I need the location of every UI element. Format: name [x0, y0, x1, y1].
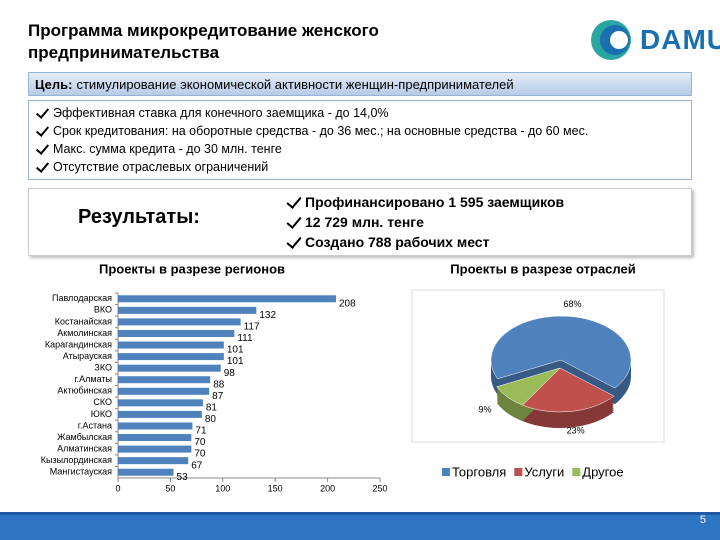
condition-text: Отсутствие отраслевых ограничений	[53, 160, 269, 174]
value-label: 71	[195, 426, 207, 437]
y-tick-label: ЗКО	[94, 363, 112, 373]
legend-label: Другое	[582, 464, 623, 479]
value-label: 67	[191, 460, 203, 471]
bar	[118, 306, 257, 314]
x-tick-label: 0	[115, 483, 120, 493]
goal-label: Цель:	[35, 77, 73, 92]
value-label: 23%	[567, 426, 585, 436]
results-list: Профинансировано 1 595 заемщиков 12 729 …	[286, 192, 565, 252]
bar	[118, 422, 193, 430]
value-label: 53	[177, 472, 189, 483]
result: Создано 788 рабочих мест	[286, 232, 564, 252]
result-text: Создано 788 рабочих мест	[305, 234, 490, 250]
chart-title: Проекты в разрезе отраслей	[450, 261, 635, 276]
y-tick-label: Жамбылская	[57, 432, 112, 442]
y-tick-label: Кызылординская	[41, 455, 112, 465]
bar	[118, 387, 210, 395]
legend-label: Торговля	[452, 464, 506, 479]
value-label: 117	[244, 322, 260, 333]
result: 12 729 млн. тенге	[286, 212, 564, 232]
bar	[118, 410, 202, 418]
pie-slice	[522, 367, 615, 413]
value-label: 101	[227, 345, 244, 356]
condition-text: Макс. сумма кредита - до 30 млн. тенге	[53, 142, 282, 156]
pie-slice	[490, 315, 632, 389]
logo-icon	[591, 20, 631, 60]
legend-swatch	[514, 468, 523, 476]
bar	[118, 445, 192, 453]
results-title: Результаты:	[78, 206, 200, 228]
value-label: 87	[212, 391, 224, 402]
y-tick-label: СКО	[93, 397, 112, 407]
goal-text: стимулирование экономической активности …	[76, 77, 514, 92]
legend-label: Услуги	[524, 464, 564, 479]
page-number: 5	[699, 514, 706, 526]
logo-text: DAMU	[640, 24, 720, 55]
chart-title: Проекты в разрезе регионов	[99, 261, 285, 276]
y-tick-label: г.Алматы	[74, 374, 112, 384]
condition: Эффективная ставка для конечного заемщик…	[35, 104, 683, 122]
results-box	[28, 188, 692, 256]
bar	[118, 468, 174, 476]
y-tick-label: Актюбинская	[57, 386, 112, 396]
result-text: Профинансировано 1 595 заемщиков	[305, 194, 565, 210]
y-tick-label: Алматинская	[57, 443, 112, 453]
charts: Проекты в разрезе регионов 0 50 100 150 200 25…	[41, 261, 665, 493]
value-label: 70	[194, 437, 206, 448]
value-label: 98	[224, 368, 236, 379]
bar	[118, 399, 203, 407]
bar	[118, 457, 189, 465]
x-tick-label: 200	[320, 483, 335, 493]
plot-frame	[411, 289, 665, 443]
value-label: 81	[206, 402, 218, 413]
bar	[118, 376, 211, 384]
value-label: 70	[194, 449, 206, 460]
condition-text: Эффективная ставка для конечного заемщик…	[53, 106, 389, 120]
condition: Срок кредитования: на оборотные средства…	[35, 122, 683, 140]
x-tick-label: 50	[165, 483, 175, 493]
conditions: Эффективная ставка для конечного заемщик…	[28, 100, 692, 180]
y-tick-label: Карагандинская	[45, 339, 112, 349]
y-tick-label: Атырауская	[63, 351, 112, 361]
result-text: 12 729 млн. тенге	[305, 214, 424, 230]
pie-slice	[496, 367, 561, 406]
condition: Отсутствие отраслевых ограничений	[35, 158, 683, 176]
value-label: 208	[339, 298, 356, 309]
condition-text: Срок кредитования: на оборотные средства…	[53, 124, 589, 138]
value-label: 132	[259, 310, 276, 321]
bar	[118, 353, 224, 361]
value-label: 80	[205, 414, 217, 425]
bar	[118, 329, 235, 337]
value-label: 68%	[564, 299, 582, 309]
result: Профинансировано 1 595 заемщиков	[286, 192, 565, 212]
x-tick-label: 250	[372, 483, 387, 493]
y-tick-label: ЮКО	[91, 409, 112, 419]
y-tick-label: Костанайская	[55, 316, 112, 326]
value-label: 88	[213, 379, 225, 390]
x-tick-label: 150	[268, 483, 283, 493]
goal-bar: Цель: стимулирование экономической активн…	[28, 72, 692, 96]
legend-swatch	[572, 468, 581, 476]
bar	[118, 295, 336, 303]
y-tick-label: Акмолинская	[57, 328, 112, 338]
value-label: 9%	[478, 405, 491, 415]
y-tick-label: Мангистауская	[50, 467, 112, 477]
slide-title: Программа микрокредитование женского пре…	[28, 21, 379, 62]
bar	[118, 341, 224, 349]
x-tick-label: 100	[215, 483, 230, 493]
footer-band	[0, 508, 720, 540]
legend-swatch	[442, 468, 450, 476]
y-tick-label: г.Астана	[78, 420, 112, 430]
value-label: 111	[237, 333, 253, 344]
bar	[118, 318, 241, 326]
y-tick-label: Павлодарская	[52, 293, 112, 303]
bar	[118, 364, 221, 372]
bar	[118, 434, 192, 442]
value-label: 101	[227, 356, 244, 367]
y-tick-label: ВКО	[94, 305, 112, 315]
condition: Макс. сумма кредита - до 30 млн. тенге	[35, 140, 683, 158]
